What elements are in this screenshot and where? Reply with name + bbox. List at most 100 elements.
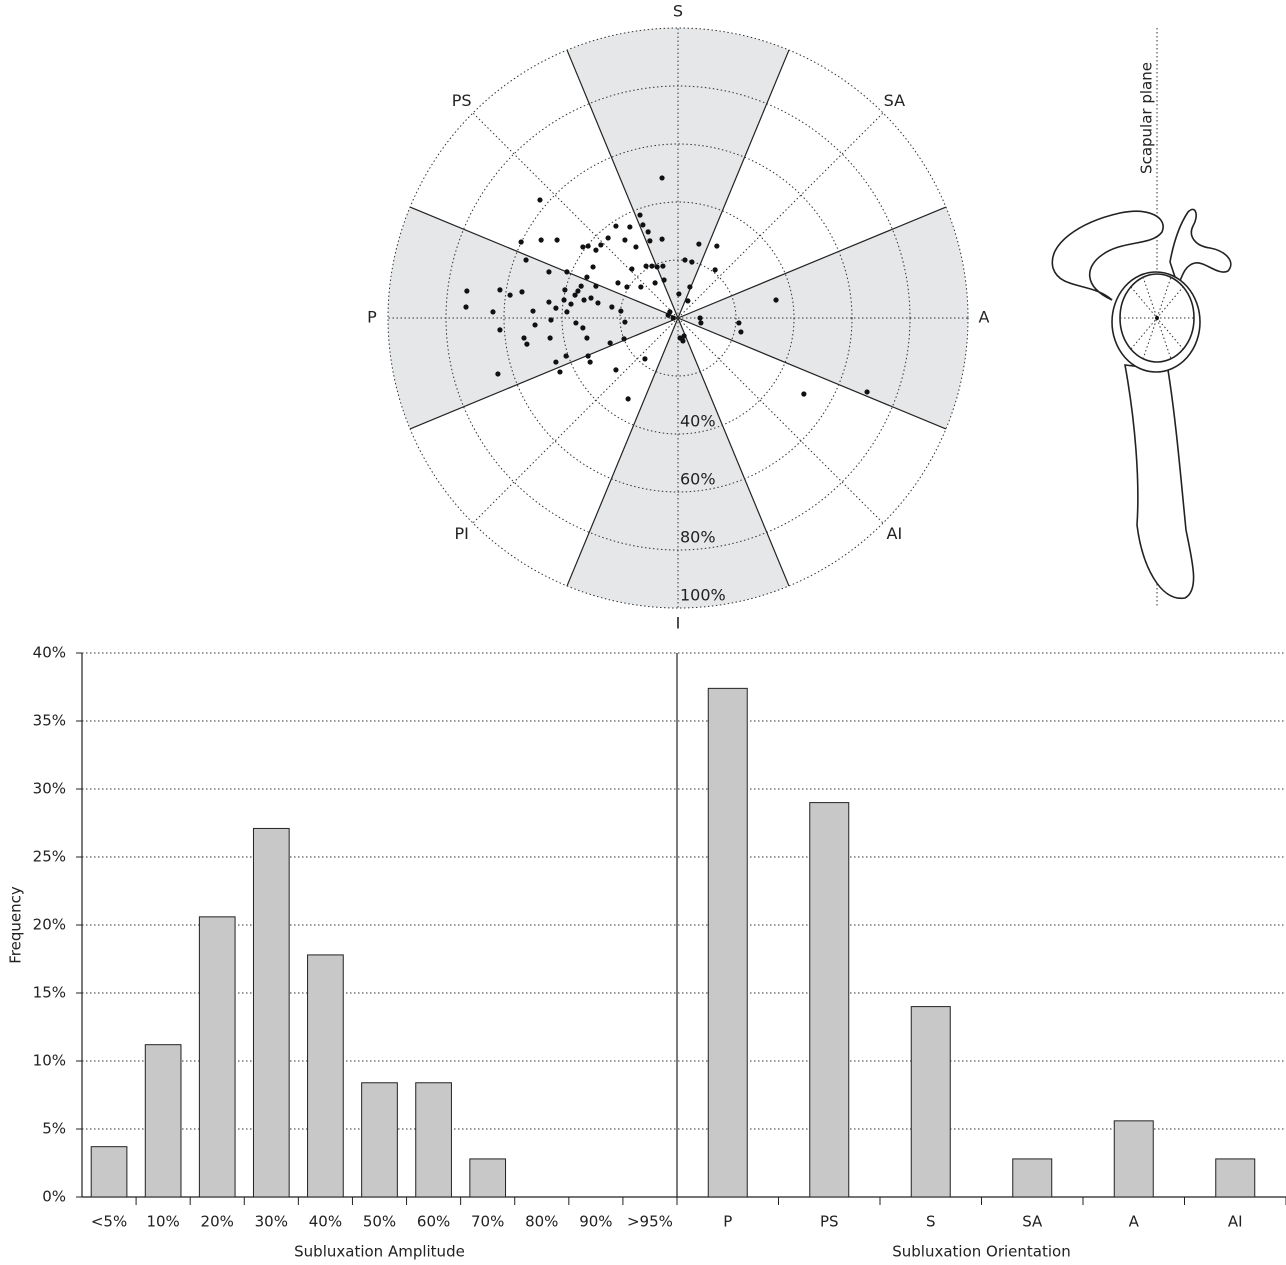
point	[665, 312, 671, 318]
sector-edge	[409, 317, 679, 430]
point	[564, 309, 570, 315]
bar	[707, 687, 748, 1198]
y-tick-label: 10%	[33, 1052, 66, 1070]
point	[615, 280, 621, 286]
point	[538, 237, 544, 243]
point	[621, 336, 627, 342]
scapula-diagram: Scapular plane	[1051, 28, 1232, 608]
point	[801, 391, 807, 397]
point	[638, 284, 644, 290]
point	[561, 297, 567, 303]
ring-label: 60%	[680, 470, 716, 489]
point	[633, 244, 639, 250]
x-tick-label: 90%	[579, 1213, 612, 1231]
ring	[619, 259, 737, 377]
point	[622, 237, 628, 243]
point	[563, 353, 569, 359]
point	[629, 266, 635, 272]
point	[697, 315, 703, 321]
sector-edge	[677, 49, 790, 319]
bar	[361, 1082, 398, 1198]
sector-edge	[677, 206, 947, 319]
x-axis-label: Subluxation Orientation	[892, 1243, 1070, 1261]
point	[464, 288, 470, 294]
x-tick-label: 10%	[146, 1213, 179, 1231]
point	[640, 222, 646, 228]
point	[463, 304, 469, 310]
diagram-label: Scapular plane	[1138, 62, 1156, 174]
point	[575, 288, 581, 294]
point	[625, 396, 631, 402]
point	[652, 280, 658, 286]
point	[712, 267, 718, 273]
direction-axis	[677, 112, 884, 319]
y-tick-label: 0%	[42, 1188, 66, 1206]
direction-axis	[677, 317, 884, 524]
sector-edge	[677, 317, 790, 587]
point	[546, 269, 552, 275]
point	[564, 269, 570, 275]
sector-edge	[409, 206, 679, 319]
point	[557, 369, 563, 375]
point	[681, 333, 687, 339]
x-tick-label: 40%	[309, 1213, 342, 1231]
point	[497, 287, 503, 293]
point	[548, 317, 554, 323]
point	[643, 263, 649, 269]
bar	[90, 1146, 128, 1198]
point	[645, 229, 651, 235]
x-tick-label: <5%	[91, 1213, 127, 1231]
acromion	[1051, 210, 1164, 301]
point	[647, 238, 653, 244]
point	[572, 292, 578, 298]
y-tick-label: 30%	[33, 780, 66, 798]
ring	[445, 85, 911, 551]
direction-label: AI	[887, 524, 903, 543]
x-tick-label: P	[723, 1213, 732, 1231]
point	[682, 257, 688, 263]
point	[490, 309, 496, 315]
point	[680, 338, 686, 344]
x-tick-label: 30%	[255, 1213, 288, 1231]
x-tick-label: SA	[1022, 1213, 1043, 1231]
point	[593, 283, 599, 289]
direction-axis	[472, 112, 679, 319]
y-tick-label: 35%	[33, 712, 66, 730]
sector-edge	[677, 317, 947, 430]
ring-label: 80%	[680, 528, 716, 547]
scapula-body	[1124, 364, 1195, 599]
point	[553, 305, 559, 311]
point	[676, 291, 682, 297]
bar	[809, 802, 850, 1198]
point	[580, 244, 586, 250]
point	[660, 263, 666, 269]
point	[605, 235, 611, 241]
point	[521, 335, 527, 341]
point	[580, 325, 586, 331]
bar	[415, 1082, 452, 1198]
point	[624, 284, 630, 290]
point	[578, 283, 584, 289]
point	[585, 243, 591, 249]
bar	[1012, 1158, 1053, 1198]
point	[736, 320, 742, 326]
point	[523, 257, 529, 263]
x-tick-label: PS	[820, 1213, 839, 1231]
point	[659, 175, 665, 181]
point	[670, 315, 676, 321]
bar	[1215, 1158, 1256, 1198]
point	[518, 239, 524, 245]
point	[537, 197, 543, 203]
y-tick-label: 15%	[33, 984, 66, 1002]
direction-label: PS	[452, 91, 472, 110]
x-tick-label: S	[926, 1213, 936, 1231]
point	[714, 243, 720, 249]
point	[613, 223, 619, 229]
y-tick-label: 25%	[33, 848, 66, 866]
x-tick-label: >95%	[627, 1213, 673, 1231]
point	[530, 308, 536, 314]
point	[590, 264, 596, 270]
point	[507, 292, 513, 298]
sector-edge	[566, 49, 679, 319]
direction-axis	[472, 317, 679, 524]
